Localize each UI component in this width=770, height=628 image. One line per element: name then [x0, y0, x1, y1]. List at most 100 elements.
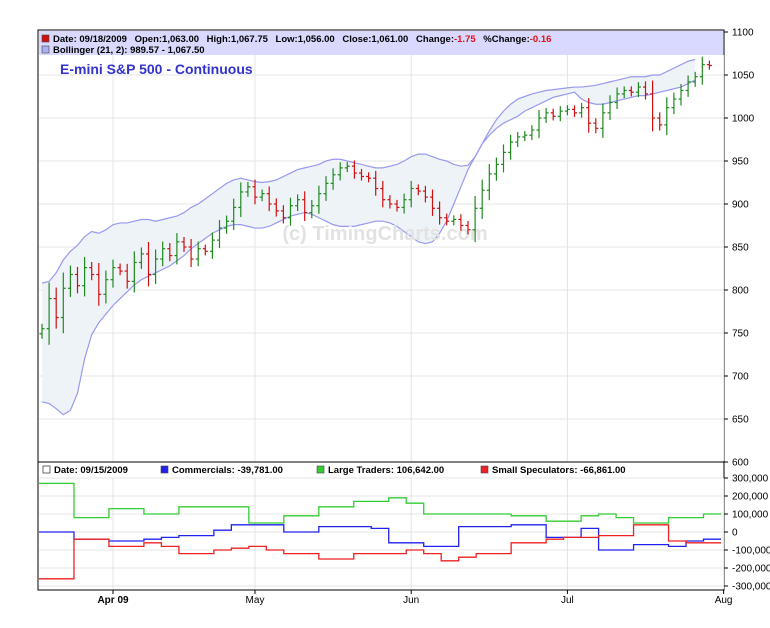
- small-speculators-label: Small Speculators: -66,861.00: [492, 465, 626, 476]
- small-speculators-marker: [480, 465, 489, 474]
- ohlc-bar: [451, 215, 457, 226]
- ohlc-bar: [607, 95, 613, 121]
- ohlc-bar: [486, 163, 492, 201]
- ohlc-bar: [579, 102, 585, 118]
- cot-panel-background: [37, 461, 725, 591]
- ohlc-bar: [96, 263, 102, 306]
- ohlc-bar: [174, 233, 180, 265]
- ohlc-bar: [103, 270, 109, 304]
- ohlc-bar: [401, 193, 407, 214]
- x-tick-label: Aug: [715, 595, 733, 606]
- cot-y-tick-label: 300,000: [732, 474, 769, 485]
- cot-y-tick-label: 100,000: [732, 510, 769, 521]
- ohlc-bar: [380, 180, 386, 208]
- ohlc-bar: [394, 199, 400, 212]
- ohlc-bar: [153, 249, 159, 285]
- price-y-tick-label: 650: [732, 415, 749, 426]
- ohlc-bar: [614, 87, 620, 109]
- x-axis: Apr 09MayJunJulAugSep: [97, 590, 733, 606]
- ohlc-bar: [678, 84, 684, 106]
- ohlc-bar: [536, 110, 542, 139]
- ohlc-bar: [522, 131, 528, 142]
- bollinger-info-line: Bollinger (21, 2): 989.57 - 1,067.50: [53, 45, 205, 56]
- bollinger-band-fill: [42, 59, 696, 415]
- ohlc-bar: [316, 185, 322, 214]
- ohlc-bar: [600, 103, 606, 138]
- ohlc-bar: [635, 82, 641, 98]
- ohlc-bar: [437, 201, 443, 225]
- price-y-tick-label: 950: [732, 157, 749, 168]
- large-traders-marker: [316, 465, 325, 474]
- ohlc-bar: [564, 105, 570, 116]
- ohlc-bar: [557, 106, 563, 122]
- ohlc-bar: [245, 181, 251, 197]
- ohlc-bar: [188, 239, 194, 268]
- ohlc-bar: [415, 184, 421, 196]
- ohlc-bars: [39, 56, 712, 345]
- cot-y-tick-label: 0: [732, 528, 738, 539]
- price-y-tick-label: 600: [732, 458, 749, 469]
- ohlc-bar: [238, 182, 244, 217]
- ohlc-bar: [181, 236, 187, 252]
- cot-series-line: [39, 524, 721, 551]
- watermark: (c) TimingCharts.com: [282, 223, 487, 245]
- ohlc-bar: [501, 144, 506, 173]
- ohlc-bar: [572, 105, 577, 117]
- ohlc-bar: [479, 179, 485, 220]
- ohlc-bar: [273, 198, 279, 217]
- ohlc-bar: [465, 220, 471, 235]
- ohlc-bar: [373, 170, 379, 196]
- ohlc-bar: [110, 259, 116, 288]
- ohlc-bar: [344, 162, 350, 173]
- ohlc-bar: [529, 125, 535, 141]
- high-label: High:1,067.75: [207, 34, 269, 45]
- ohlc-bar: [671, 92, 677, 115]
- ohlc-bar: [621, 86, 627, 99]
- ohlc-bar: [650, 80, 656, 132]
- ohlc-bar: [323, 176, 329, 201]
- ohlc-bar: [408, 180, 414, 208]
- ohlc-bar: [699, 56, 705, 85]
- price-y-tick-label: 1000: [732, 114, 755, 125]
- cot-lines: [39, 482, 721, 580]
- ohlc-bar: [472, 196, 478, 243]
- price-y-tick-label: 1050: [732, 71, 755, 82]
- ohlc-bar: [550, 108, 556, 121]
- ohlc-bar: [543, 107, 549, 123]
- ohlc-bar: [209, 232, 215, 259]
- ohlc-bar: [444, 213, 450, 226]
- ohlc-bar: [117, 263, 123, 276]
- ohlc-bar: [224, 215, 230, 234]
- price-y-axis: 600 650 700 750 800 850 900 950 1000 1050 1100: [724, 28, 755, 469]
- ohlc-bar: [302, 191, 308, 221]
- ohlc-bar: [259, 189, 265, 202]
- ohlc-bar: [138, 247, 144, 269]
- ohlc-bar: [160, 241, 166, 267]
- x-tick-label: Apr 09: [97, 595, 129, 606]
- price-y-tick-label: 1100: [732, 28, 754, 39]
- close-label: Close:1,061.00: [342, 34, 408, 45]
- ohlc-bar: [366, 172, 372, 183]
- ohlc-bar: [493, 157, 499, 181]
- price-y-tick-label: 900: [732, 200, 749, 211]
- bollinger-marker-square: [41, 45, 50, 54]
- ohlc-bar: [586, 98, 592, 133]
- price-header-band: [39, 31, 723, 55]
- ohlc-bar: [131, 251, 137, 293]
- commercials-marker: [160, 465, 169, 474]
- cot-series-line: [39, 524, 721, 580]
- cot-date-marker: [42, 465, 51, 474]
- cot-series-line: [39, 482, 721, 524]
- ohlc-bar: [309, 200, 315, 219]
- pct-change-label: %Change:: [483, 34, 529, 45]
- ohlc-bar: [685, 75, 691, 97]
- ohlc-bar: [82, 256, 88, 297]
- ohlc-bar: [295, 194, 301, 212]
- x-tick-label: Jul: [561, 595, 574, 606]
- ohlc-bar: [288, 197, 293, 226]
- ohlc-bar: [387, 195, 393, 209]
- ohlc-bar: [231, 198, 237, 230]
- commercials-label: Commercials: -39,781.00: [172, 465, 283, 476]
- price-y-tick-label: 700: [732, 372, 749, 383]
